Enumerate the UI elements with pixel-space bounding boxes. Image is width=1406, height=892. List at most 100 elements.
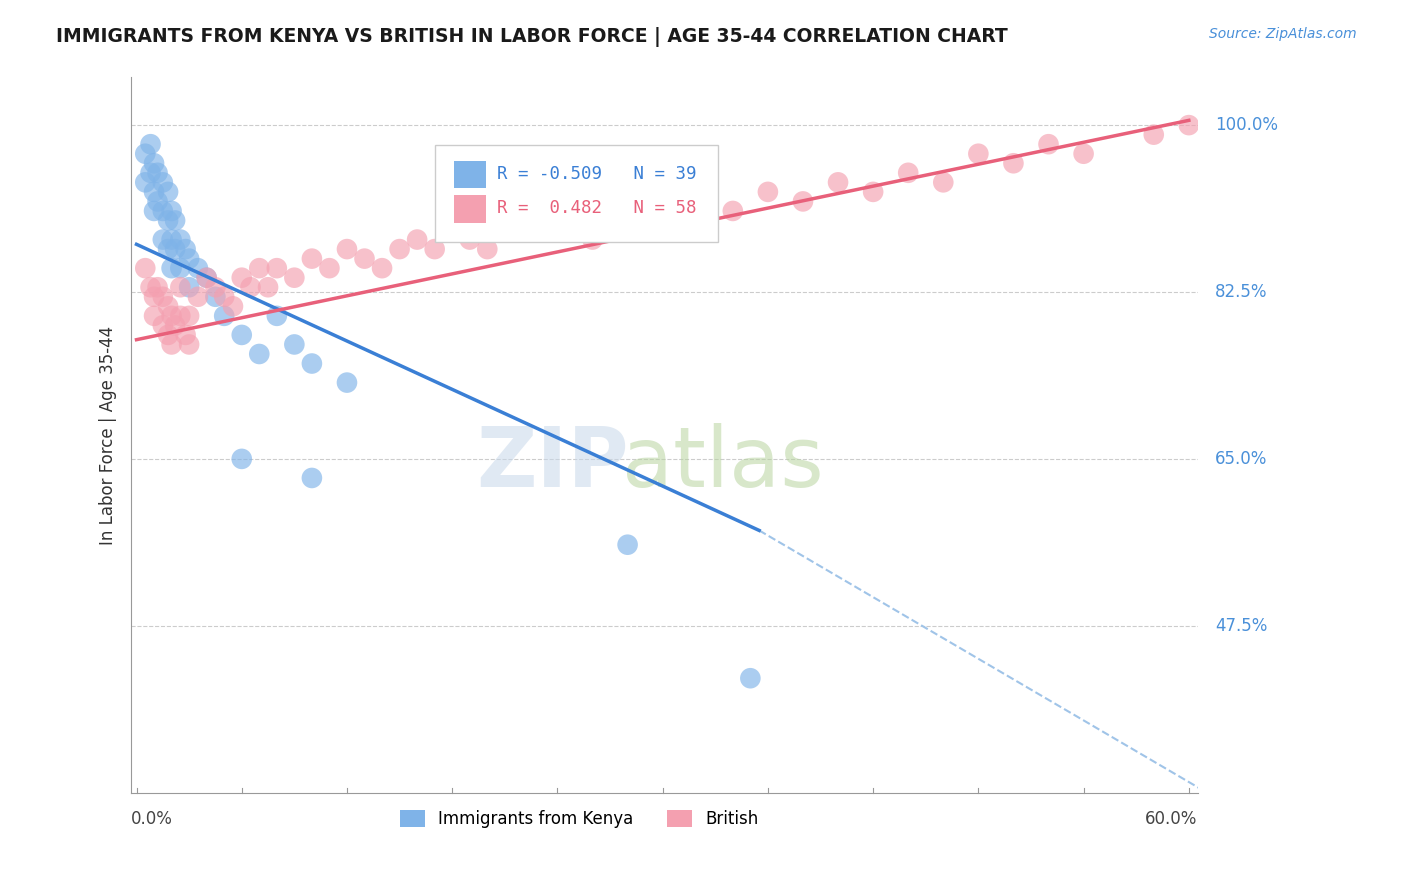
Point xyxy=(301,357,323,371)
Point xyxy=(174,242,197,256)
Point xyxy=(827,175,849,189)
Point xyxy=(721,203,744,218)
Point xyxy=(165,318,187,333)
Point xyxy=(143,309,166,323)
Point xyxy=(581,233,603,247)
Point xyxy=(152,290,174,304)
Text: 0.0%: 0.0% xyxy=(131,810,173,828)
Text: Source: ZipAtlas.com: Source: ZipAtlas.com xyxy=(1209,27,1357,41)
Point xyxy=(932,175,955,189)
Point xyxy=(388,242,411,256)
Point xyxy=(160,337,183,351)
Point xyxy=(157,213,180,227)
Text: atlas: atlas xyxy=(623,423,824,504)
Point xyxy=(160,203,183,218)
Text: R = -0.509   N = 39: R = -0.509 N = 39 xyxy=(496,165,696,183)
Point xyxy=(897,166,920,180)
Point xyxy=(231,451,253,466)
Point xyxy=(283,270,305,285)
Point xyxy=(204,280,226,294)
Point xyxy=(406,233,429,247)
Point xyxy=(266,261,288,276)
Point xyxy=(143,290,166,304)
Point xyxy=(247,261,270,276)
Point xyxy=(187,290,209,304)
Point xyxy=(1143,128,1166,142)
Point xyxy=(336,376,359,390)
Text: 82.5%: 82.5% xyxy=(1215,283,1268,301)
Point xyxy=(318,261,340,276)
Point xyxy=(139,137,162,152)
Point xyxy=(204,290,226,304)
Point xyxy=(174,327,197,342)
Point xyxy=(1002,156,1025,170)
Text: 60.0%: 60.0% xyxy=(1146,810,1198,828)
Point xyxy=(616,538,638,552)
Point xyxy=(423,242,446,256)
Point xyxy=(134,146,156,161)
Text: 100.0%: 100.0% xyxy=(1215,116,1278,134)
Point xyxy=(143,185,166,199)
Point xyxy=(301,471,323,485)
Point xyxy=(371,261,394,276)
Point xyxy=(195,270,218,285)
Point xyxy=(212,309,235,323)
Point xyxy=(967,146,990,161)
Point xyxy=(179,337,201,351)
Point xyxy=(546,223,568,237)
Point xyxy=(146,166,169,180)
Point xyxy=(862,185,884,199)
Point xyxy=(152,175,174,189)
Point xyxy=(187,261,209,276)
Point xyxy=(458,233,481,247)
Point xyxy=(1178,118,1201,132)
Point xyxy=(301,252,323,266)
Point xyxy=(169,280,191,294)
Point xyxy=(160,261,183,276)
Point xyxy=(139,280,162,294)
Point xyxy=(165,242,187,256)
Text: 65.0%: 65.0% xyxy=(1215,450,1268,468)
Text: R =  0.482   N = 58: R = 0.482 N = 58 xyxy=(496,199,696,218)
Point xyxy=(157,327,180,342)
Point xyxy=(160,233,183,247)
Point xyxy=(477,242,499,256)
Point xyxy=(257,280,280,294)
Point xyxy=(222,299,245,313)
Point xyxy=(143,156,166,170)
Point xyxy=(686,194,709,209)
Text: IMMIGRANTS FROM KENYA VS BRITISH IN LABOR FORCE | AGE 35-44 CORRELATION CHART: IMMIGRANTS FROM KENYA VS BRITISH IN LABO… xyxy=(56,27,1008,46)
Point xyxy=(283,337,305,351)
Point xyxy=(139,166,162,180)
Point xyxy=(134,261,156,276)
Point xyxy=(157,242,180,256)
Point xyxy=(179,280,201,294)
Point xyxy=(195,270,218,285)
FancyBboxPatch shape xyxy=(436,145,717,242)
Point xyxy=(512,213,534,227)
Point xyxy=(146,194,169,209)
Text: 47.5%: 47.5% xyxy=(1215,616,1268,635)
Point xyxy=(231,327,253,342)
Point xyxy=(336,242,359,256)
Point xyxy=(1073,146,1095,161)
Legend: Immigrants from Kenya, British: Immigrants from Kenya, British xyxy=(394,803,765,834)
Point xyxy=(441,223,464,237)
Point xyxy=(353,252,375,266)
Point xyxy=(152,233,174,247)
Point xyxy=(143,203,166,218)
Point xyxy=(212,290,235,304)
Point xyxy=(152,203,174,218)
Point xyxy=(740,671,762,685)
Point xyxy=(169,261,191,276)
Point xyxy=(231,270,253,285)
Point xyxy=(169,233,191,247)
Point xyxy=(792,194,814,209)
Y-axis label: In Labor Force | Age 35-44: In Labor Force | Age 35-44 xyxy=(100,326,117,545)
Point xyxy=(169,309,191,323)
Point xyxy=(134,175,156,189)
Point xyxy=(266,309,288,323)
Point xyxy=(179,309,201,323)
FancyBboxPatch shape xyxy=(454,195,486,223)
Point xyxy=(179,252,201,266)
